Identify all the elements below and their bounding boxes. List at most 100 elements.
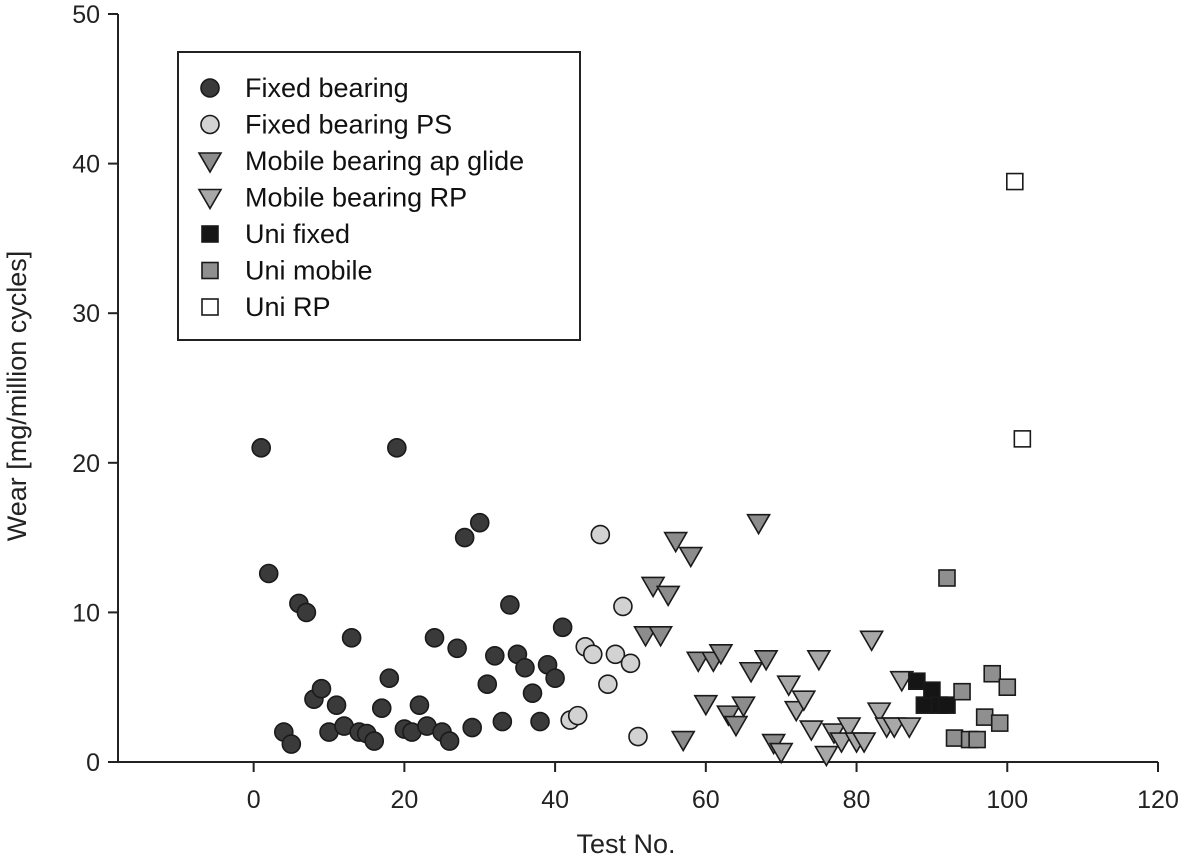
data-point [296, 602, 317, 623]
y-axis-title: Wear [mg/million cycles] [2, 251, 32, 542]
x-tick-label: 100 [986, 786, 1028, 814]
legend-label: Uni fixed [245, 219, 350, 249]
legend-marker [200, 114, 220, 135]
data-point [311, 678, 332, 699]
data-point [881, 717, 907, 739]
data-point [613, 596, 633, 617]
series-uni-fixed [908, 672, 956, 714]
legend-item: Fixed bearing PS [200, 110, 452, 140]
data-point [424, 628, 445, 648]
legend-marker [201, 261, 219, 280]
data-point [633, 626, 658, 648]
data-point [776, 675, 802, 697]
data-point [859, 630, 885, 652]
data-point [836, 717, 862, 739]
legend-item: Uni RP [201, 292, 331, 322]
data-point [1013, 430, 1032, 448]
data-point [469, 512, 490, 533]
data-point [866, 702, 892, 724]
data-point [851, 732, 877, 754]
legend-frame [177, 51, 581, 341]
series-uni-rp [1006, 172, 1032, 448]
data-point [439, 731, 460, 751]
data-point [746, 513, 771, 536]
data-point [915, 696, 934, 714]
y-tick-label: 10 [72, 599, 100, 627]
data-point [341, 628, 362, 648]
x-tick-label: 0 [247, 786, 261, 814]
data-point [791, 690, 817, 712]
data-point [1006, 172, 1024, 191]
data-point [716, 705, 741, 727]
data-point [953, 682, 971, 701]
data-point [552, 617, 573, 638]
data-point [567, 705, 588, 726]
x-tick-label: 40 [541, 786, 569, 814]
data-point [281, 734, 302, 754]
data-point [798, 720, 824, 742]
data-point [605, 644, 626, 665]
data-point [258, 563, 279, 584]
x-tick-label: 120 [1137, 786, 1178, 814]
y-tick-label: 50 [72, 1, 100, 29]
data-point [545, 668, 565, 689]
data-point [364, 731, 385, 751]
data-point [387, 438, 407, 458]
y-tick-label: 40 [72, 151, 100, 179]
data-point [968, 730, 986, 749]
data-point [371, 698, 392, 718]
series-uni-mobile [938, 569, 1017, 749]
data-point [708, 643, 734, 666]
series-mobile-bearing-ap-glide [633, 513, 787, 756]
data-point [379, 668, 400, 689]
data-point [598, 674, 618, 695]
data-point [983, 664, 1002, 683]
data-point [753, 649, 779, 672]
data-point [896, 717, 922, 739]
data-point [620, 653, 641, 674]
data-point [485, 645, 505, 666]
data-point [447, 638, 467, 659]
data-point [409, 695, 430, 715]
y-tick-label: 30 [72, 300, 100, 328]
legend-label: Uni RP [245, 292, 331, 322]
x-axis-title: Test No. [576, 829, 675, 859]
x-tick-label: 20 [390, 786, 418, 814]
data-point [678, 546, 704, 569]
data-point [582, 644, 603, 665]
legend-marker [197, 152, 223, 174]
data-point [938, 569, 956, 587]
data-point [768, 742, 794, 765]
x-tick-label: 80 [843, 786, 871, 814]
data-point [908, 672, 926, 691]
data-point [945, 729, 964, 747]
data-point [723, 715, 749, 738]
data-point [500, 595, 520, 615]
data-point [454, 527, 475, 548]
data-point [685, 651, 711, 673]
data-point [515, 657, 535, 678]
data-point [522, 683, 543, 703]
legend-item: Uni fixed [201, 219, 350, 249]
data-point [326, 695, 347, 715]
legend-label: Fixed bearing PS [245, 110, 452, 140]
data-point [998, 678, 1017, 697]
legend-marker [197, 188, 223, 211]
data-point [938, 696, 956, 714]
data-point [655, 585, 681, 608]
series-fixed-bearing [251, 438, 573, 754]
data-point [492, 711, 513, 732]
legend-label: Mobile bearing RP [245, 183, 467, 213]
legend-label: Mobile bearing ap glide [245, 146, 524, 176]
data-point [693, 694, 719, 717]
data-point [648, 626, 673, 648]
series-fixed-bearing-ps [560, 524, 648, 747]
data-point [663, 531, 689, 554]
data-marks [251, 172, 1032, 768]
data-point [923, 681, 941, 699]
legend-marker [201, 225, 219, 243]
legend-label: Uni mobile [245, 256, 373, 286]
legend-item: Mobile bearing ap glide [197, 146, 524, 176]
legend-label: Fixed bearing [245, 73, 409, 103]
